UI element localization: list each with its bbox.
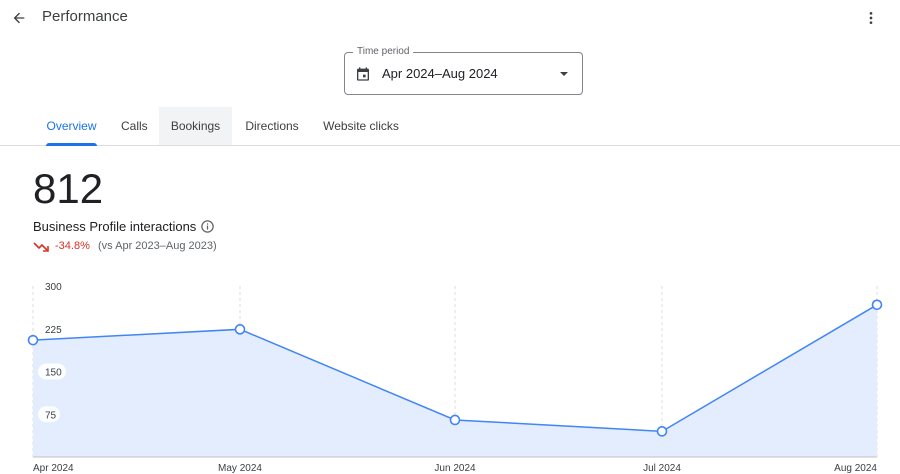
y-tick-label: 225 <box>45 325 62 336</box>
caret-down-icon <box>560 72 568 76</box>
data-point <box>27 334 39 346</box>
x-tick-label: May 2024 <box>218 463 262 474</box>
tab-directions[interactable]: Directions <box>245 119 299 133</box>
x-tick-label: Jun 2024 <box>434 463 476 474</box>
data-point <box>871 299 883 311</box>
metric-label: Business Profile interactions <box>33 219 197 234</box>
more-vert-icon <box>869 12 873 24</box>
data-point <box>449 414 461 426</box>
data-point <box>656 426 668 437</box>
metric-value: 812 <box>33 165 104 212</box>
x-tick-label: Apr 2024 <box>33 463 74 474</box>
arrow-back-icon <box>13 12 25 24</box>
time-period-value: Apr 2024–Aug 2024 <box>382 66 498 81</box>
x-tick-label: Aug 2024 <box>834 463 877 474</box>
calendar-icon <box>357 67 369 81</box>
top-bar: Performance <box>0 0 900 36</box>
y-tick-bg <box>38 320 66 337</box>
y-tick-bg <box>38 363 66 380</box>
tab-bar: Overview Calls Bookings Directions Websi… <box>0 107 900 146</box>
back-button[interactable] <box>8 7 30 29</box>
y-tick-label: 150 <box>45 368 62 379</box>
interactions-area-chart: 75 150 225 300 Apr 2024 May 2024 Jun 2024 Jul 2… <box>27 278 883 474</box>
time-period-label: Time period <box>353 46 414 57</box>
y-tick-label: 300 <box>45 282 62 293</box>
tab-overview[interactable]: Overview <box>46 107 97 146</box>
y-tick-bg <box>38 406 60 423</box>
time-period-select[interactable]: Time period Apr 2024–Aug 2024 <box>344 46 583 95</box>
trending-down-icon <box>33 242 49 252</box>
y-tick-bg <box>38 278 66 294</box>
series-area <box>33 304 877 457</box>
tab-website-clicks[interactable]: Website clicks <box>323 119 399 133</box>
y-tick-label: 75 <box>45 410 57 421</box>
tab-bookings[interactable]: Bookings <box>159 107 232 145</box>
data-point <box>234 324 246 335</box>
change-percentage: -34.8% <box>55 240 90 252</box>
tab-calls[interactable]: Calls <box>121 119 148 133</box>
info-icon[interactable] <box>200 219 215 234</box>
change-comparison: (vs Apr 2023–Aug 2023) <box>98 240 217 252</box>
x-tick-label: Jul 2024 <box>643 463 681 474</box>
page-title: Performance <box>42 8 128 25</box>
more-options-button[interactable] <box>860 7 882 29</box>
